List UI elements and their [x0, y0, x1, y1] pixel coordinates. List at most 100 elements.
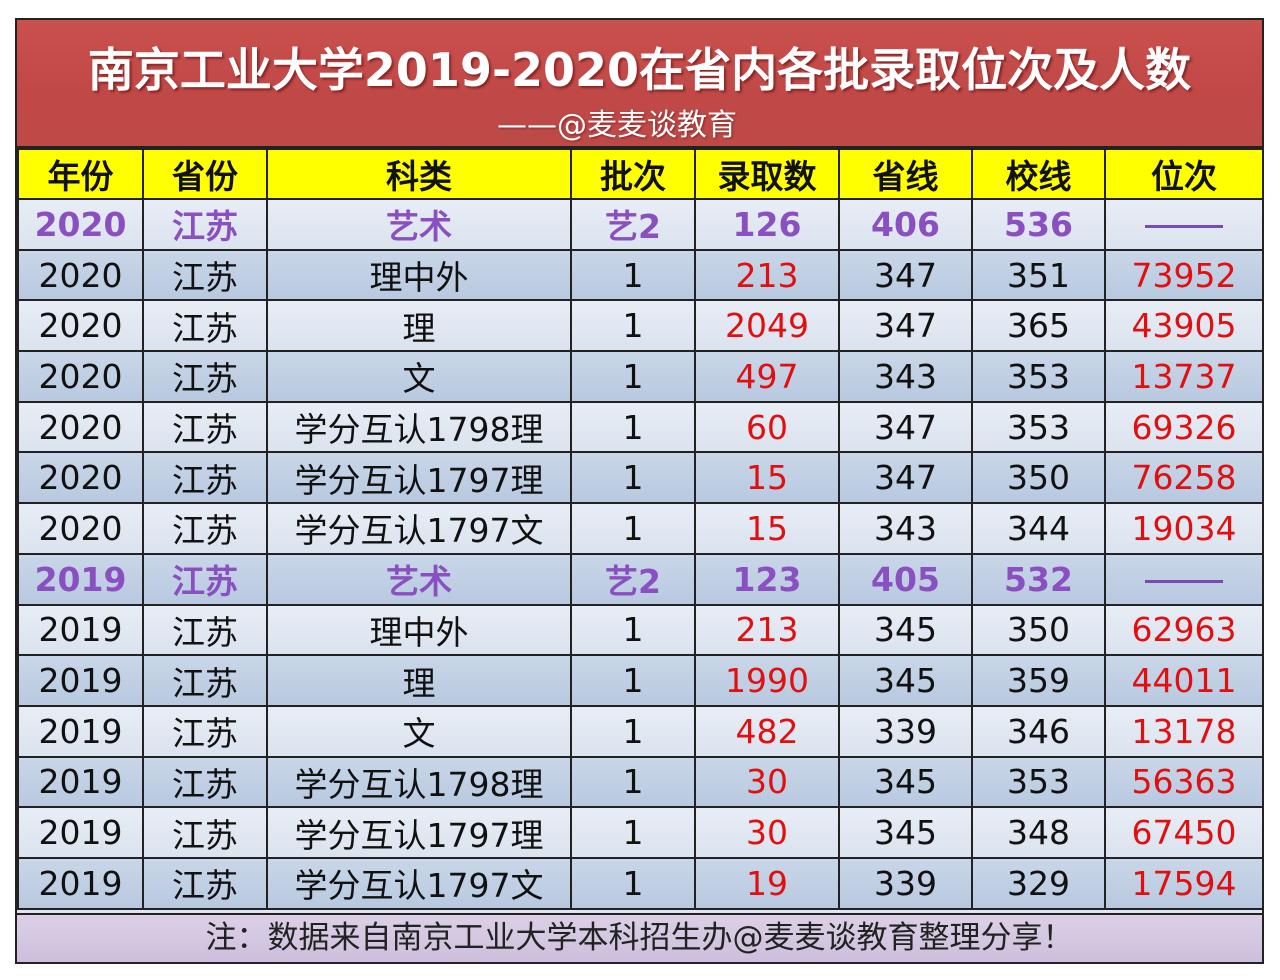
cell-category: 学分互认1798理: [266, 400, 572, 454]
cell-admitted: 15: [694, 502, 840, 555]
cell-rank: 62963: [1104, 603, 1264, 657]
cell-province: 江苏: [142, 400, 268, 454]
cell-admitted: 60: [694, 400, 840, 454]
cell-admitted: 126: [694, 198, 840, 251]
cell-year: 2020: [17, 400, 144, 454]
admission-table: 年份 省份 科类 批次 录取数 省线 校线 位次 2020 江苏 艺术 艺2 1…: [17, 148, 1264, 910]
cell-rank: 69326: [1104, 400, 1264, 454]
column-header-category: 科类: [266, 148, 572, 200]
cell-category: 文: [266, 350, 572, 403]
cell-province: 江苏: [142, 299, 268, 353]
cell-province-line: 345: [838, 654, 973, 707]
cell-province-line: 347: [838, 248, 973, 302]
cell-rank: 13178: [1104, 704, 1264, 758]
cell-province: 江苏: [142, 451, 268, 505]
cell-year: 2019: [17, 755, 144, 809]
cell-rank: [1104, 198, 1264, 251]
column-header-school-line: 校线: [971, 148, 1106, 200]
cell-province: 江苏: [142, 603, 268, 657]
cell-admitted: 30: [694, 755, 840, 809]
cell-school-line: 536: [971, 198, 1106, 251]
cell-province: 江苏: [142, 755, 268, 809]
cell-rank: [1104, 552, 1264, 606]
table-row: 2020 江苏 文 1 497 343 353 13737: [17, 350, 1264, 403]
cell-category: 学分互认1797理: [266, 451, 572, 505]
cell-batch: 1: [570, 603, 696, 657]
cell-school-line: 353: [971, 400, 1106, 454]
cell-batch: 艺2: [570, 198, 696, 251]
table-row: 2020 江苏 学分互认1798理 1 60 347 353 69326: [17, 400, 1264, 454]
cell-batch: 1: [570, 502, 696, 555]
table-row: 2019 江苏 学分互认1798理 1 30 345 353 56363: [17, 755, 1264, 809]
table-row-art: 2019 江苏 艺术 艺2 123 405 532: [17, 552, 1264, 606]
source-note: 注：数据来自南京工业大学本科招生办@麦麦谈教育整理分享！: [17, 913, 1262, 962]
cell-admitted: 123: [694, 552, 840, 606]
cell-batch: 1: [570, 856, 696, 910]
table-row: 2019 江苏 学分互认1797文 1 19 339 329 17594: [17, 856, 1264, 910]
cell-year: 2019: [17, 856, 144, 910]
cell-admitted: 1990: [694, 654, 840, 707]
cell-category: 艺术: [266, 198, 572, 251]
cell-category: 学分互认1797理: [266, 806, 572, 859]
cell-year: 2020: [17, 350, 144, 403]
table-row: 2020 江苏 学分互认1797理 1 15 347 350 76258: [17, 451, 1264, 505]
cell-category: 学分互认1797文: [266, 856, 572, 910]
cell-rank: 76258: [1104, 451, 1264, 505]
cell-batch: 1: [570, 350, 696, 403]
cell-province: 江苏: [142, 552, 268, 606]
cell-province-line: 406: [838, 198, 973, 251]
table-row: 2020 江苏 理 1 2049 347 365 43905: [17, 299, 1264, 353]
cell-year: 2020: [17, 299, 144, 353]
author-credit: ——@麦麦谈教育: [497, 108, 737, 143]
cell-province-line: 347: [838, 299, 973, 353]
cell-rank: 44011: [1104, 654, 1264, 707]
cell-province: 江苏: [142, 806, 268, 859]
cell-school-line: 353: [971, 350, 1106, 403]
cell-batch: 1: [570, 755, 696, 809]
cell-province-line: 345: [838, 755, 973, 809]
cell-admitted: 15: [694, 451, 840, 505]
cell-year: 2020: [17, 198, 144, 251]
column-header-province-line: 省线: [838, 148, 973, 200]
column-header-admitted: 录取数: [694, 148, 840, 200]
cell-school-line: 350: [971, 451, 1106, 505]
cell-year: 2019: [17, 603, 144, 657]
cell-batch: 1: [570, 299, 696, 353]
cell-province-line: 405: [838, 552, 973, 606]
cell-year: 2019: [17, 552, 144, 606]
cell-rank: 67450: [1104, 806, 1264, 859]
cell-year: 2019: [17, 704, 144, 758]
cell-admitted: 19: [694, 856, 840, 910]
table-row: 2019 江苏 文 1 482 339 346 13178: [17, 704, 1264, 758]
cell-batch: 1: [570, 451, 696, 505]
cell-category: 文: [266, 704, 572, 758]
cell-province-line: 347: [838, 400, 973, 454]
table-row: 2020 江苏 学分互认1797文 1 15 343 344 19034: [17, 502, 1264, 555]
cell-year: 2019: [17, 806, 144, 859]
cell-rank: 19034: [1104, 502, 1264, 555]
column-header-province: 省份: [142, 148, 268, 200]
cell-province: 江苏: [142, 502, 268, 555]
cell-province-line: 339: [838, 704, 973, 758]
table-header-row: 年份 省份 科类 批次 录取数 省线 校线 位次: [17, 148, 1264, 200]
cell-category: 理: [266, 299, 572, 353]
cell-batch: 艺2: [570, 552, 696, 606]
cell-batch: 1: [570, 654, 696, 707]
cell-batch: 1: [570, 806, 696, 859]
column-header-year: 年份: [17, 148, 144, 200]
cell-admitted: 213: [694, 603, 840, 657]
admission-table-card: 南京工业大学2019-2020在省内各批录取位次及人数 ——@麦麦谈教育 年份 …: [15, 18, 1264, 964]
cell-province-line: 345: [838, 806, 973, 859]
cell-province-line: 343: [838, 502, 973, 555]
cell-school-line: 346: [971, 704, 1106, 758]
cell-category: 理中外: [266, 603, 572, 657]
cell-admitted: 482: [694, 704, 840, 758]
column-header-batch: 批次: [570, 148, 696, 200]
cell-year: 2019: [17, 654, 144, 707]
cell-batch: 1: [570, 400, 696, 454]
cell-school-line: 329: [971, 856, 1106, 910]
cell-province: 江苏: [142, 704, 268, 758]
cell-rank: 17594: [1104, 856, 1264, 910]
cell-batch: 1: [570, 248, 696, 302]
cell-admitted: 30: [694, 806, 840, 859]
